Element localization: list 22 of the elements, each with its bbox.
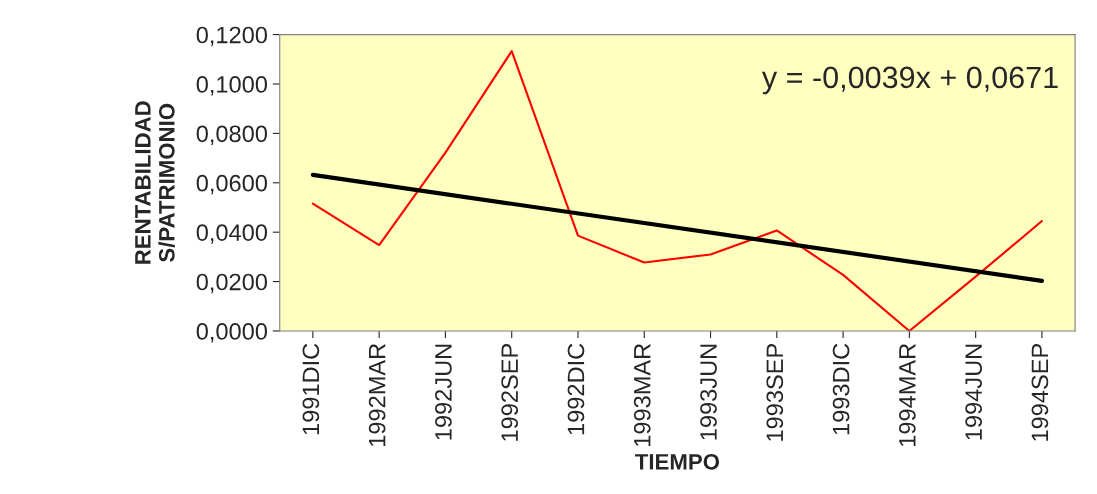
x-tick-label: 1992MAR: [368, 343, 386, 446]
x-tick-label: 1994JUN: [965, 344, 982, 440]
x-tick-label: 1993MAR: [633, 343, 651, 446]
y-tick-label: 0,0800: [196, 125, 268, 145]
x-tick-label: 1992JUN: [435, 344, 452, 440]
x-tick-label: 1992DIC: [567, 343, 585, 435]
x-tick-label: 1993SEP: [766, 344, 784, 441]
y-tick-label: 0,0000: [196, 323, 268, 343]
x-tick-label: 1993DIC: [832, 343, 850, 435]
x-axis-title: TIEMPO: [635, 453, 720, 470]
y-axis-title: RENTABILIDAD S/PATRIMONIO: [135, 101, 175, 264]
y-tick-label: 0,1200: [196, 26, 268, 47]
x-tick-label: 1991DIC: [302, 343, 320, 435]
x-tick-label: 1993JUN: [700, 344, 717, 440]
x-tick-label: 1992SEP: [501, 344, 519, 441]
x-tick-label: 1994MAR: [898, 343, 916, 446]
x-tick-label: 1994SEP: [1031, 344, 1049, 441]
y-tick-label: 0,0400: [196, 224, 268, 244]
y-tick-label: 0,0600: [196, 174, 268, 195]
y-tick-label: 0,0200: [196, 273, 268, 294]
annotation: y = -0,0039x + 0,0671: [761, 66, 1058, 95]
y-tick-label: 0,1000: [196, 76, 268, 96]
